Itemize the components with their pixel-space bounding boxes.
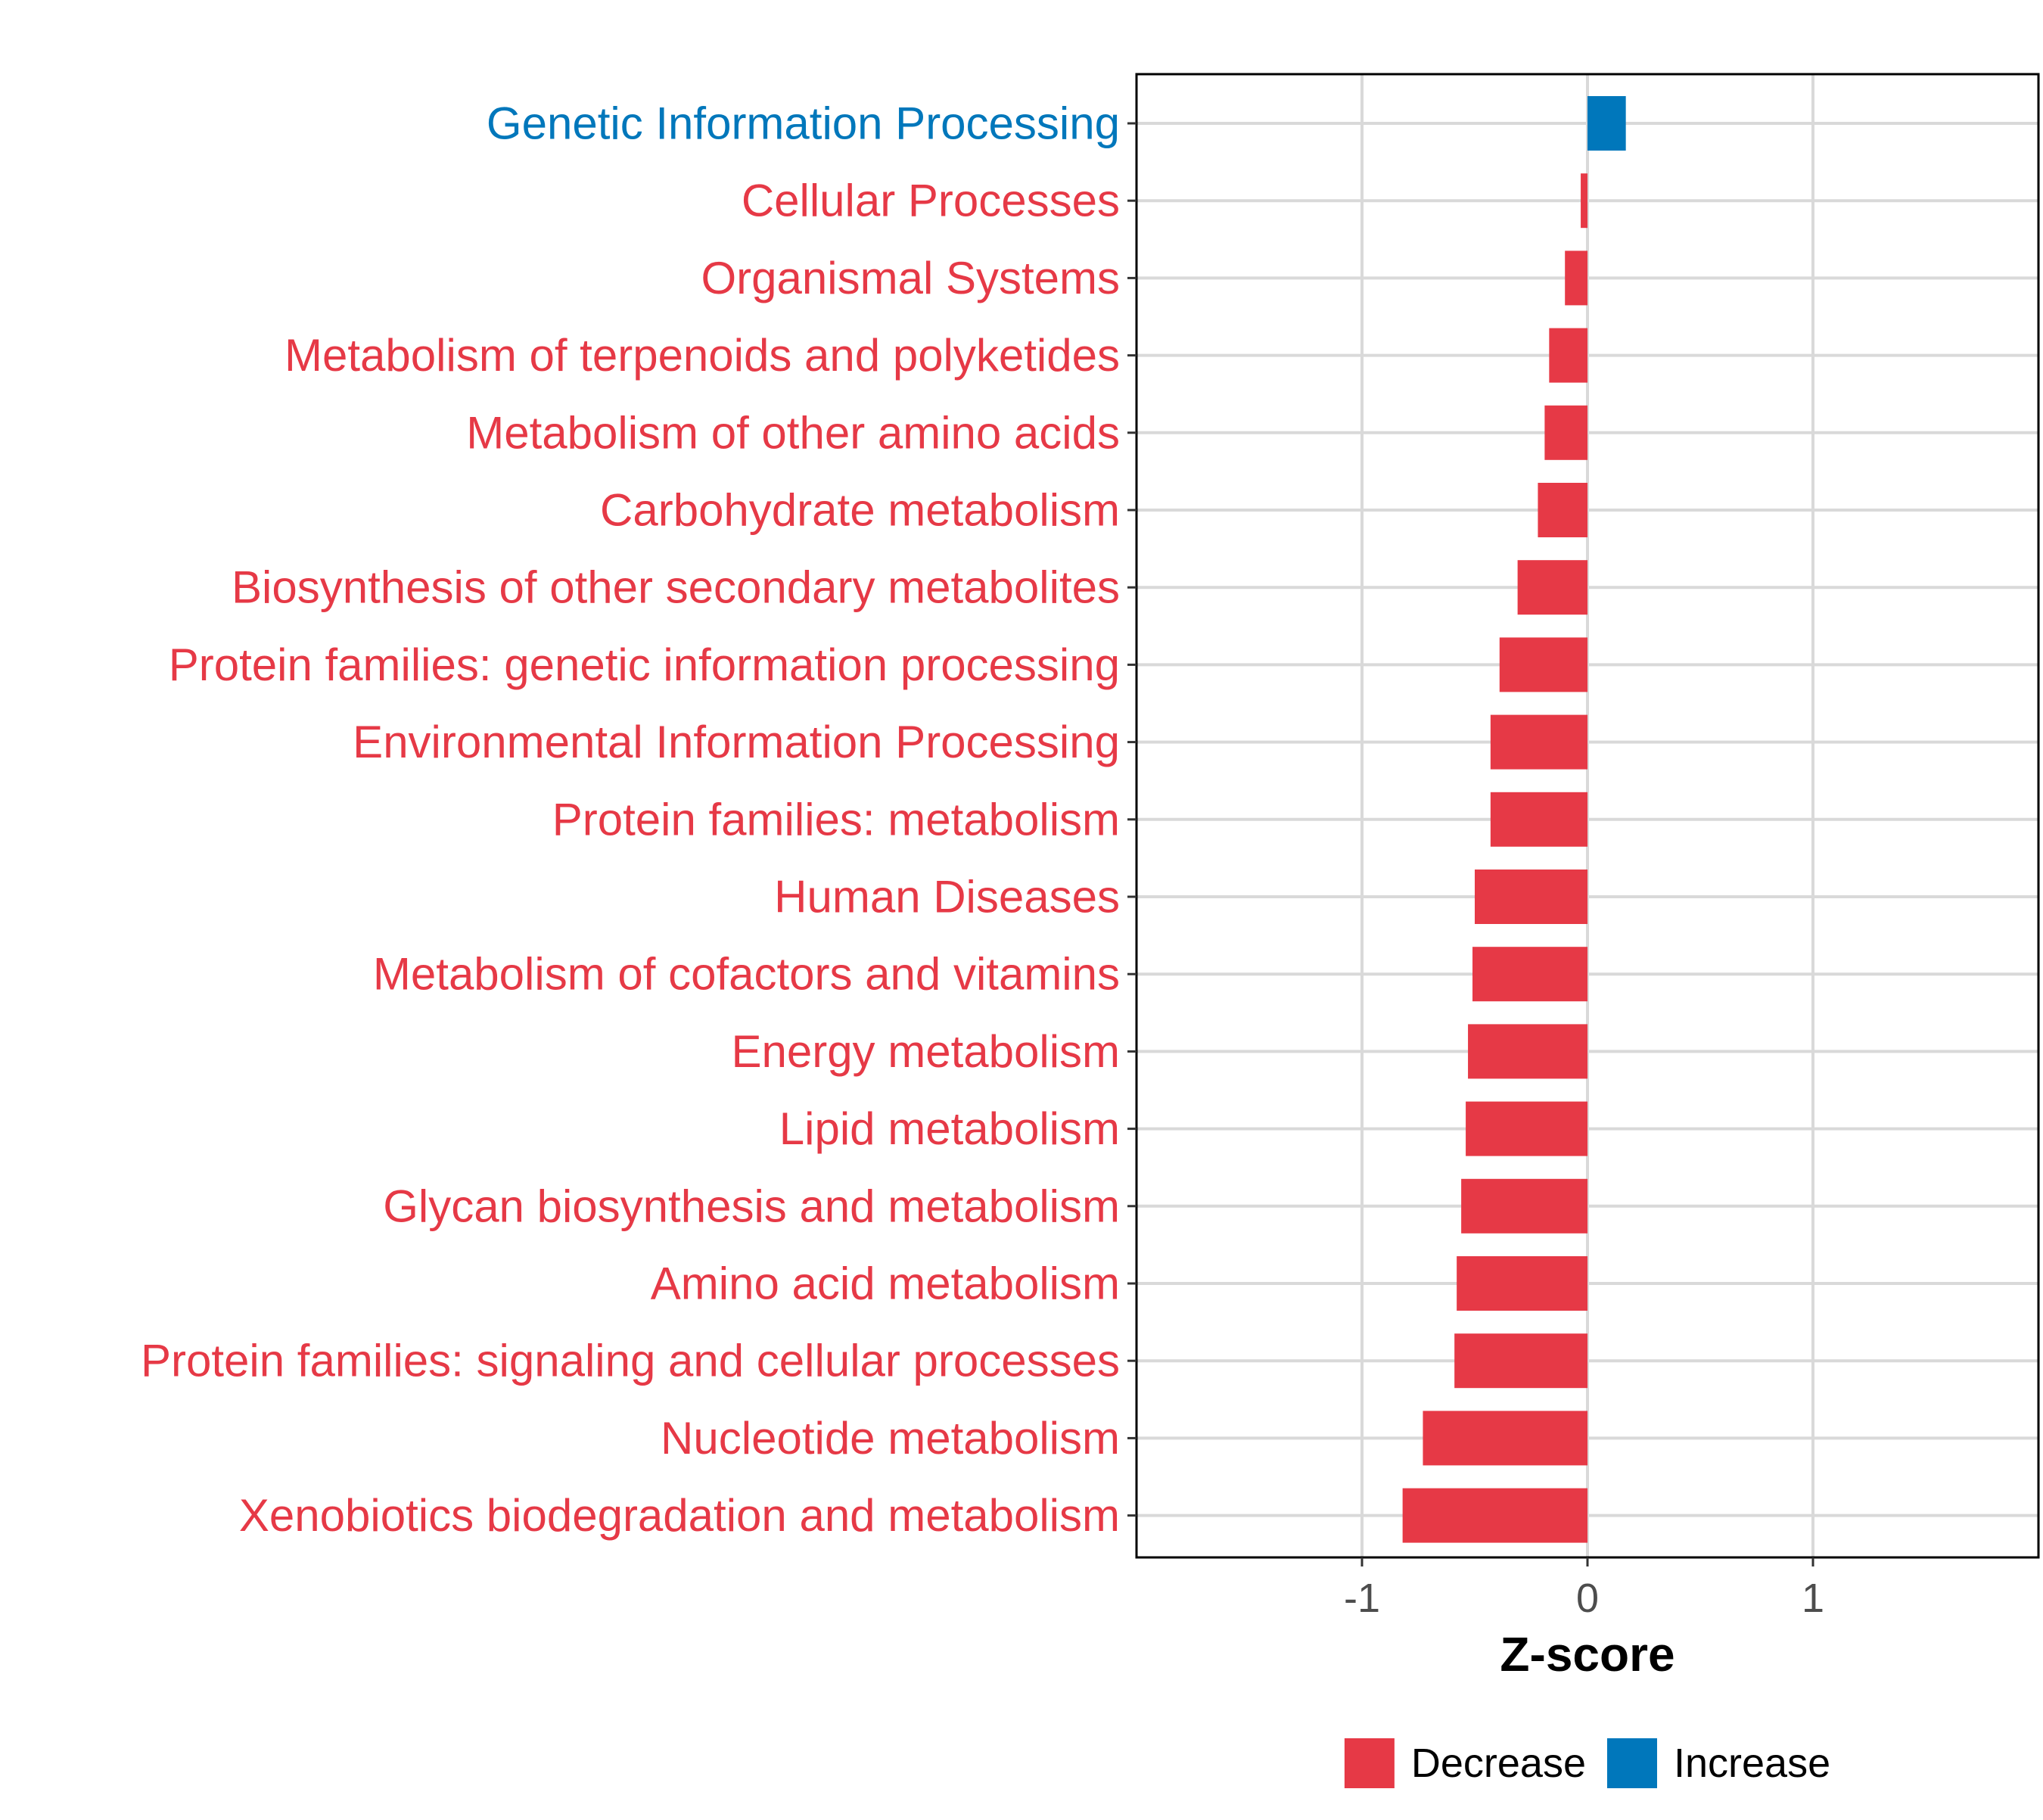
y-tick-label: Glycan biosynthesis and metabolism (383, 1181, 1120, 1231)
x-tick-label: 0 (1576, 1576, 1599, 1621)
bar (1538, 483, 1587, 537)
bar (1581, 173, 1587, 229)
y-tick-label: Metabolism of cofactors and vitamins (373, 949, 1120, 1000)
bar (1402, 1488, 1587, 1543)
y-tick-label: Biosynthesis of other secondary metaboli… (232, 562, 1120, 613)
x-tick-label: -1 (1344, 1576, 1380, 1621)
legend-item: Decrease (1344, 1738, 1586, 1788)
bar (1549, 328, 1587, 383)
y-tick-label: Metabolism of other amino acids (466, 407, 1120, 458)
bar (1517, 560, 1587, 615)
y-tick-label: Organismal Systems (701, 253, 1120, 303)
y-tick-label: Nucleotide metabolism (661, 1413, 1120, 1464)
bar (1457, 1256, 1587, 1311)
y-tick-label: Protein families: signaling and cellular… (141, 1336, 1120, 1386)
bar (1490, 792, 1587, 847)
x-axis: -1 0 1 (1344, 1557, 1824, 1621)
bar (1423, 1411, 1587, 1466)
y-tick-label: Energy metabolism (731, 1026, 1120, 1077)
bar (1544, 405, 1587, 460)
y-axis: Genetic Information Processing Cellular P… (141, 98, 1137, 1541)
bar (1475, 870, 1587, 924)
y-tick-label: Cellular Processes (742, 176, 1120, 226)
legend-label: Increase (1674, 1741, 1830, 1786)
y-tick-label: Environmental Information Processing (353, 717, 1120, 767)
x-axis-title: Z-score (1500, 1627, 1675, 1682)
y-tick-label: Protein families: metabolism (552, 794, 1120, 845)
y-tick-label: Carbohydrate metabolism (600, 485, 1120, 536)
y-tick-label: Amino acid metabolism (651, 1258, 1120, 1309)
x-tick-label: 1 (1802, 1576, 1824, 1621)
bar (1468, 1024, 1587, 1079)
bar (1499, 637, 1587, 692)
legend: Decrease Increase (1344, 1738, 1830, 1788)
bar (1490, 714, 1587, 770)
y-tick-label: Human Diseases (774, 872, 1120, 922)
y-tick-label: Genetic Information Processing (487, 98, 1120, 149)
bar (1472, 947, 1587, 1002)
y-tick-label: Xenobiotics biodegradation and metabolis… (239, 1490, 1120, 1541)
y-tick-label: Protein families: genetic information pr… (169, 639, 1120, 690)
bar (1466, 1101, 1587, 1156)
y-tick-label: Metabolism of terpenoids and polyketides (285, 330, 1120, 381)
legend-key (1344, 1738, 1395, 1788)
y-tick-label: Lipid metabolism (779, 1103, 1120, 1154)
legend-label: Decrease (1411, 1741, 1586, 1786)
bar (1565, 250, 1587, 306)
legend-item: Increase (1606, 1738, 1830, 1788)
bar (1461, 1178, 1587, 1234)
bar (1454, 1333, 1587, 1389)
legend-key (1606, 1738, 1657, 1788)
bar (1587, 96, 1626, 151)
bar-layer (1402, 96, 1626, 1543)
